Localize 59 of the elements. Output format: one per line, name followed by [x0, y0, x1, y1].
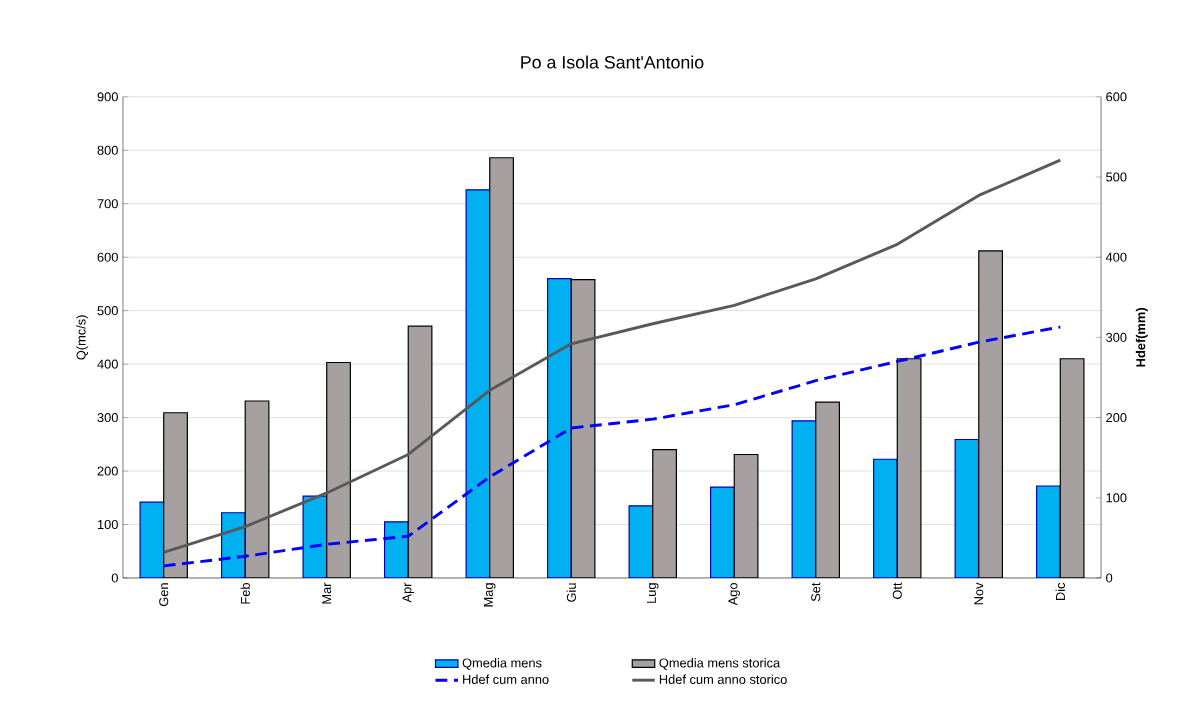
bar	[163, 411, 188, 578]
y-tick-label: 0	[111, 573, 118, 583]
bar	[873, 458, 898, 578]
x-tick-label: Dic	[1055, 582, 1065, 600]
bar	[139, 501, 165, 578]
bar	[489, 156, 514, 578]
bar	[407, 325, 433, 578]
x-tick-label: Feb	[240, 582, 250, 604]
y2-tick-label: 100	[1106, 493, 1127, 503]
bar	[1059, 357, 1085, 578]
legend-label: Hdef cum anno	[463, 674, 549, 684]
bar	[815, 401, 840, 578]
legend-label: Qmedia mens storica	[659, 657, 781, 670]
line-series	[162, 158, 1062, 554]
y2-tick-label: 300	[1106, 332, 1127, 342]
y2-tick-label: 200	[1106, 412, 1127, 422]
bar	[465, 189, 491, 578]
y2-tick-label: 400	[1105, 252, 1127, 262]
bar	[547, 277, 572, 578]
y-tick-label: 700	[97, 198, 118, 209]
y2-tick-label: 600	[1106, 92, 1127, 102]
y2-tick-label: 0	[1106, 573, 1113, 583]
bar	[710, 486, 735, 578]
y-tick-label: 400	[97, 359, 118, 369]
legend-label: Hdef cum anno storico	[659, 674, 787, 684]
bar	[652, 448, 677, 578]
x-tick-label: Lug	[646, 583, 659, 603]
x-tick-label: Mag	[483, 583, 496, 607]
y-tick-label: 500	[97, 305, 118, 315]
y-tick-label: 600	[97, 252, 118, 262]
x-tick-label: Set	[811, 582, 821, 601]
x-tick-label: Apr	[402, 582, 414, 603]
y-tick-label: 900	[97, 92, 118, 102]
x-tick-label: Ott	[892, 582, 902, 599]
y2-tick-label: 500	[1106, 172, 1127, 182]
y2-axis-title: Hdef(mm)	[1135, 307, 1148, 367]
line-series	[162, 325, 1062, 568]
bar	[628, 504, 654, 578]
bar	[570, 278, 596, 578]
x-tick-label: Gen	[159, 583, 169, 606]
bar	[978, 249, 1004, 578]
bar	[733, 453, 759, 578]
bar	[896, 357, 922, 578]
y-tick-label: 300	[97, 412, 118, 422]
y-tick-label: 100	[97, 519, 118, 529]
legend-label: Qmedia mens	[462, 657, 542, 670]
bar	[954, 438, 980, 578]
x-tick-label: Ago	[728, 582, 741, 606]
chart-title: Po a Isola Sant'Antonio	[521, 55, 704, 69]
x-tick-label: Giu	[566, 583, 576, 602]
x-tick-label: Mar	[322, 582, 332, 604]
x-tick-label: Nov	[974, 582, 984, 605]
bar	[326, 361, 351, 578]
y-tick-label: 800	[97, 145, 118, 155]
bar	[1036, 485, 1061, 578]
bar	[383, 521, 409, 578]
y-tick-label: 200	[97, 466, 118, 476]
y-axis-title: Q(mc/s)	[76, 315, 89, 360]
bar	[791, 419, 817, 578]
